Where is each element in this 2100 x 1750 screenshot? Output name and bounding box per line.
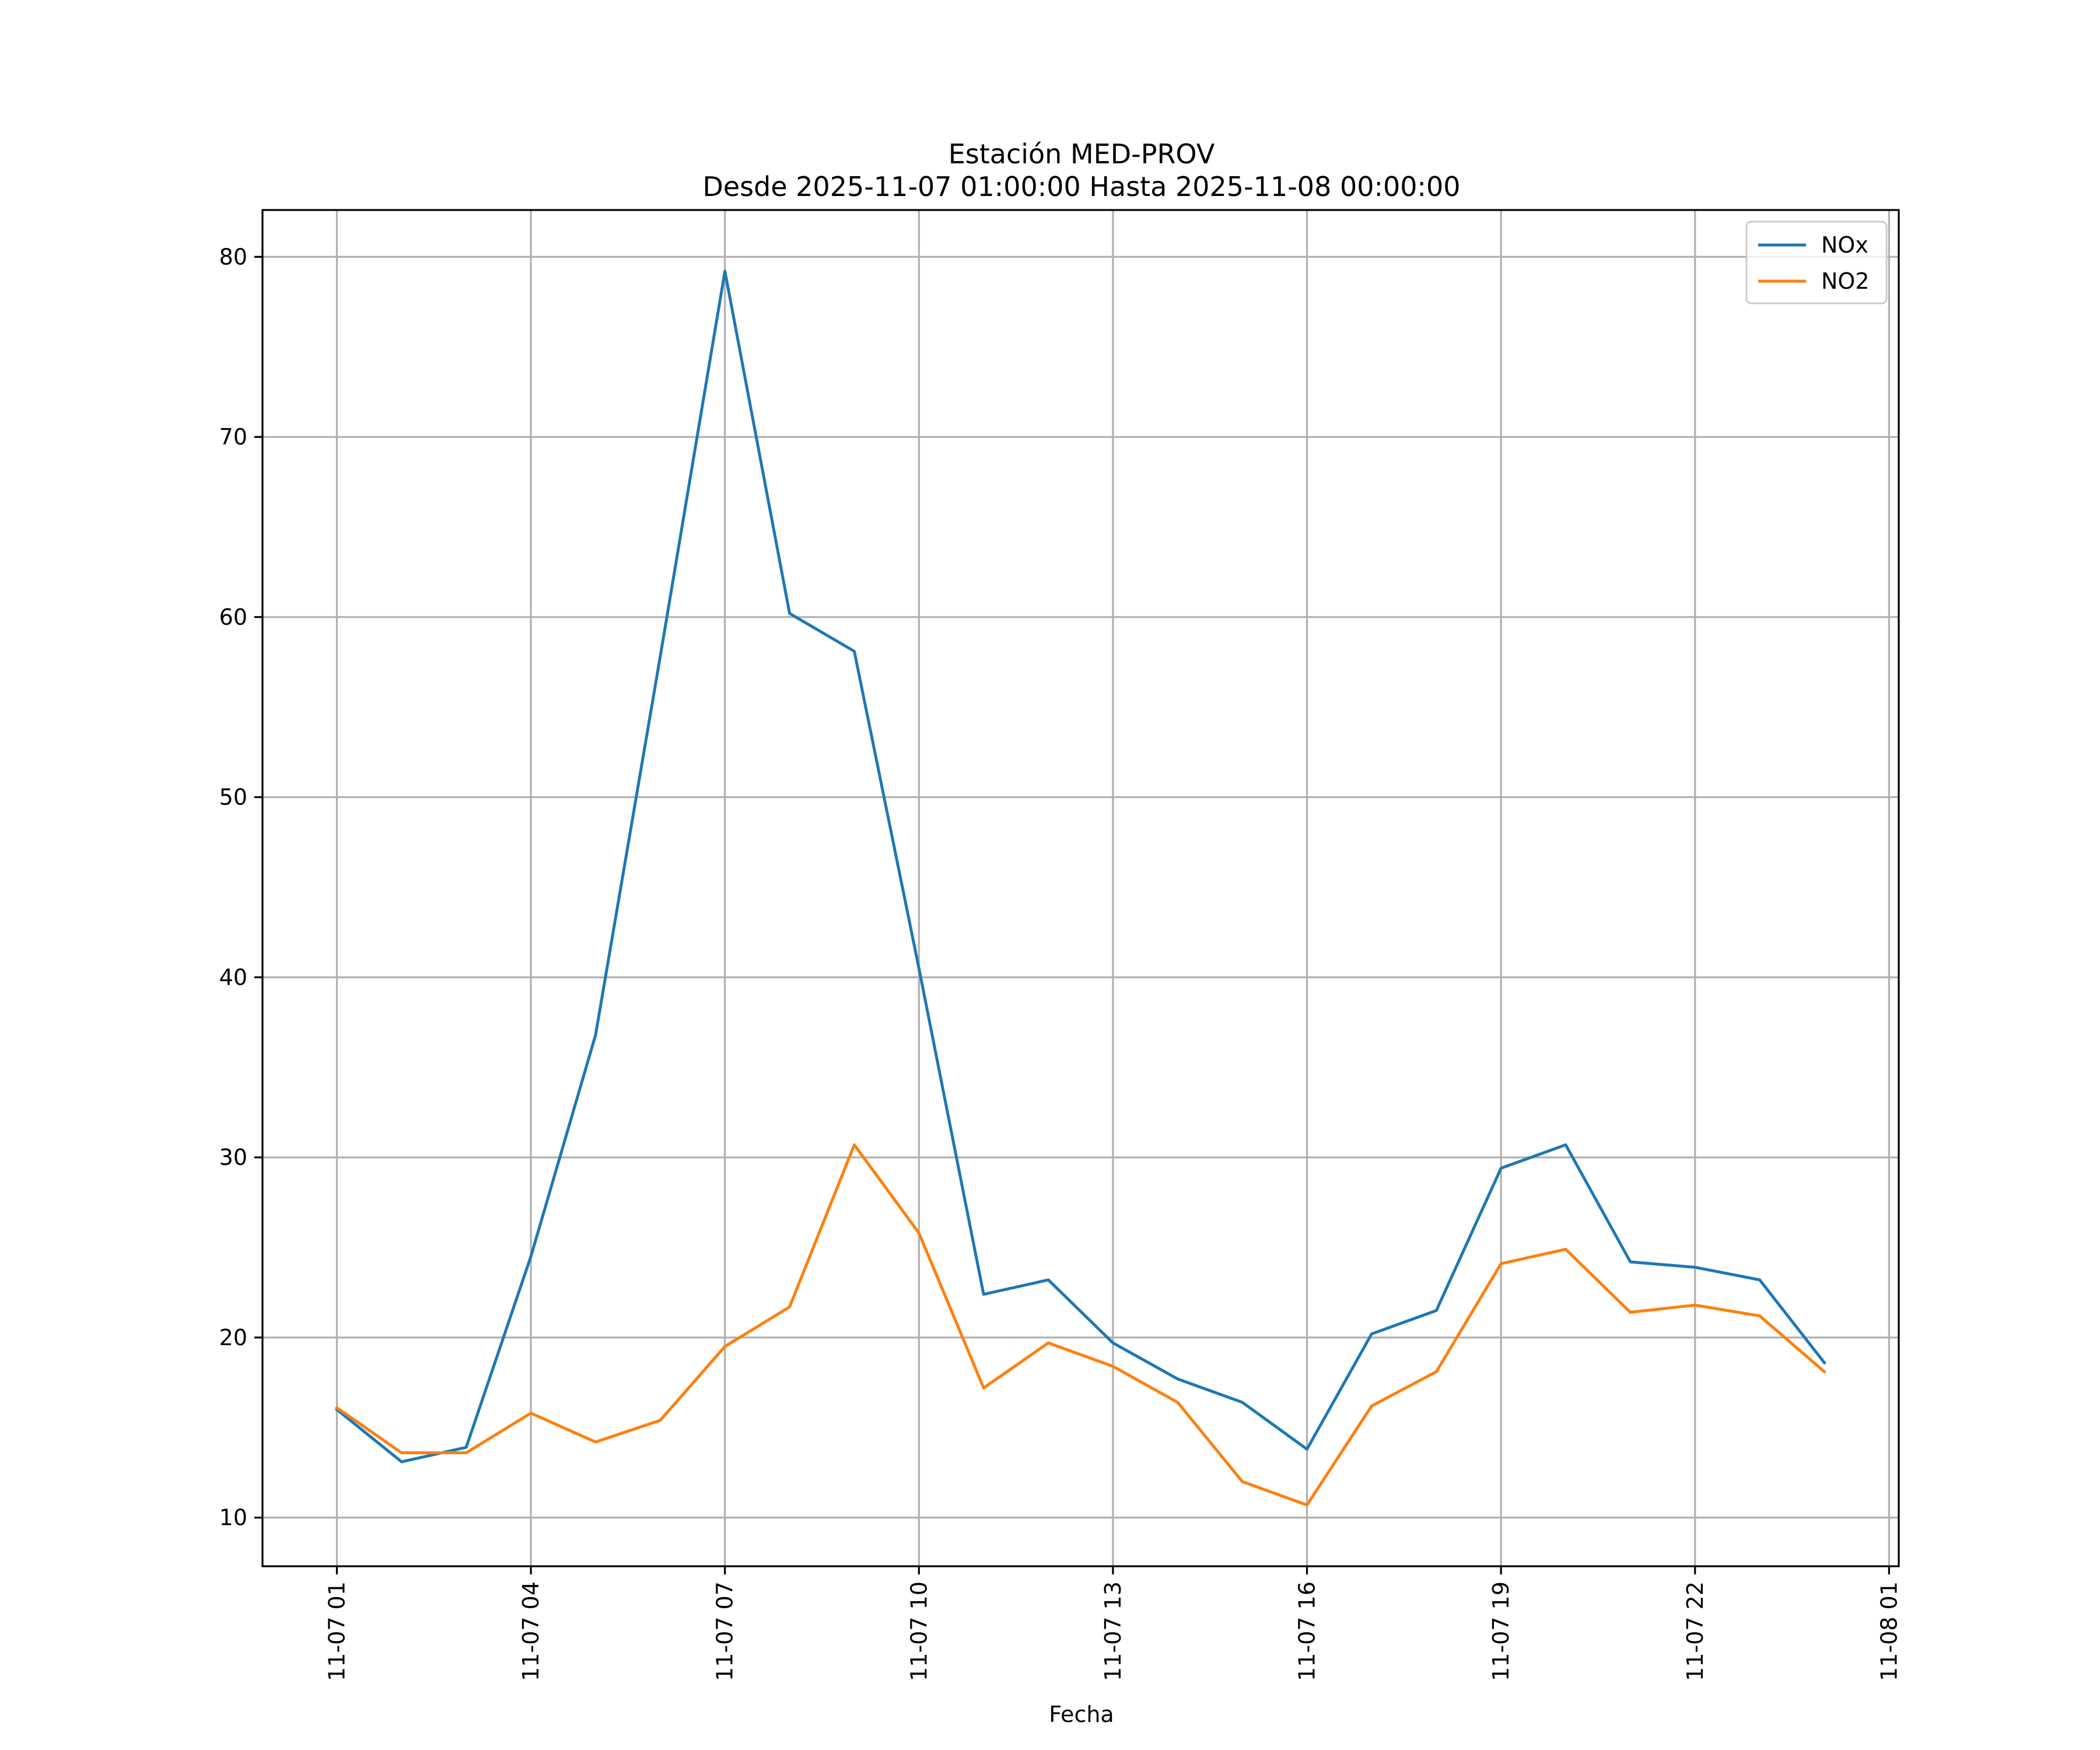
chart-title: Estación MED-PROV (949, 138, 1215, 170)
y-tick-label: 20 (219, 1325, 247, 1350)
series-line-no2 (335, 1143, 1827, 1507)
y-tick-label: 80 (219, 244, 247, 270)
y-tick-label: 30 (219, 1144, 247, 1170)
legend-box (1745, 220, 1888, 304)
chart-subtitle: Desde 2025-11-07 01:00:00 Hasta 2025-11-… (702, 171, 1460, 202)
legend: NOx NO2 (1745, 220, 1888, 304)
x-tick-label: 11-07 10 (906, 1581, 932, 1681)
y-tick-label: 50 (219, 785, 247, 810)
y-tick-label: 10 (219, 1505, 247, 1531)
ticks-layer: 10 20 30 40 50 60 70 80 11-07 01 11-07 04 11-07 07… (219, 244, 1902, 1681)
x-tick-label: 11-08 01 (1876, 1581, 1902, 1681)
x-tick-label: 11-07 16 (1294, 1581, 1320, 1681)
x-tick-label: 11-07 07 (712, 1581, 738, 1681)
x-tick-label: 11-07 13 (1100, 1581, 1126, 1681)
x-tick-label: 11-07 01 (324, 1581, 350, 1681)
x-axis-label: Fecha (1049, 1702, 1114, 1727)
series-line-nox (334, 270, 1827, 1464)
x-tick-label: 11-07 04 (518, 1581, 544, 1681)
legend-label: NOx (1821, 232, 1868, 258)
series-layer (334, 270, 1827, 1507)
x-tick-label: 11-07 19 (1488, 1581, 1514, 1681)
x-tick-label: 11-07 22 (1682, 1581, 1708, 1681)
legend-label: NO2 (1821, 268, 1870, 294)
y-tick-label: 70 (219, 424, 247, 450)
y-tick-label: 40 (219, 964, 247, 990)
y-tick-label: 60 (219, 604, 247, 630)
plot-frame (261, 209, 1900, 1567)
grid-layer (262, 210, 1899, 1566)
